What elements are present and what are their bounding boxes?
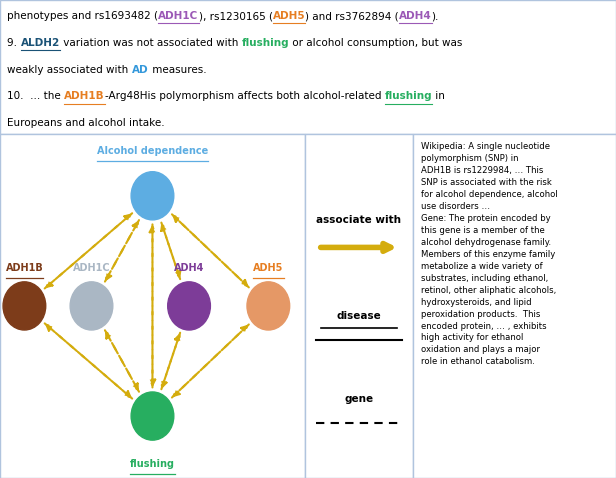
Text: flushing: flushing xyxy=(385,91,432,101)
FancyBboxPatch shape xyxy=(0,134,305,478)
Text: variation was not associated with: variation was not associated with xyxy=(60,38,241,48)
FancyBboxPatch shape xyxy=(413,134,616,478)
Circle shape xyxy=(131,172,174,220)
Text: AD: AD xyxy=(132,65,148,75)
Text: disease: disease xyxy=(336,311,381,321)
Text: ADH5: ADH5 xyxy=(253,263,283,273)
Text: phenotypes and rs1693482 (: phenotypes and rs1693482 ( xyxy=(7,11,158,21)
Text: in: in xyxy=(432,91,445,101)
Text: measures.: measures. xyxy=(148,65,206,75)
Circle shape xyxy=(70,282,113,330)
Text: -Arg48His polymorphism affects both alcohol-related: -Arg48His polymorphism affects both alco… xyxy=(105,91,385,101)
Text: flushing: flushing xyxy=(130,459,175,469)
Circle shape xyxy=(131,392,174,440)
Text: ADH1B: ADH1B xyxy=(6,263,43,273)
Text: Alcohol dependence: Alcohol dependence xyxy=(97,146,208,156)
Circle shape xyxy=(3,282,46,330)
Text: Wikipedia: A single nucleotide
polymorphism (SNP) in
ADH1B is rs1229984, … This
: Wikipedia: A single nucleotide polymorph… xyxy=(421,142,557,366)
Text: flushing: flushing xyxy=(241,38,289,48)
Text: ADH1C: ADH1C xyxy=(158,11,198,21)
Text: ADH4: ADH4 xyxy=(399,11,432,21)
Text: ADH1B: ADH1B xyxy=(65,91,105,101)
Text: ALDH2: ALDH2 xyxy=(21,38,60,48)
Circle shape xyxy=(168,282,211,330)
Text: weakly associated with: weakly associated with xyxy=(7,65,132,75)
Text: ) and rs3762894 (: ) and rs3762894 ( xyxy=(306,11,399,21)
FancyBboxPatch shape xyxy=(0,0,616,134)
Text: ), rs1230165 (: ), rs1230165 ( xyxy=(198,11,273,21)
Text: gene: gene xyxy=(344,394,373,404)
Text: 10.  … the: 10. … the xyxy=(7,91,65,101)
Text: ADH5: ADH5 xyxy=(273,11,306,21)
Text: ).: ). xyxy=(432,11,439,21)
Text: ADH4: ADH4 xyxy=(174,263,205,273)
Text: ADH1C: ADH1C xyxy=(73,263,110,273)
Circle shape xyxy=(247,282,290,330)
Text: or alcohol consumption, but was: or alcohol consumption, but was xyxy=(289,38,463,48)
Text: Europeans and alcohol intake.: Europeans and alcohol intake. xyxy=(7,118,165,128)
Text: 9.: 9. xyxy=(7,38,21,48)
Text: associate with: associate with xyxy=(317,215,401,225)
FancyBboxPatch shape xyxy=(305,134,413,478)
